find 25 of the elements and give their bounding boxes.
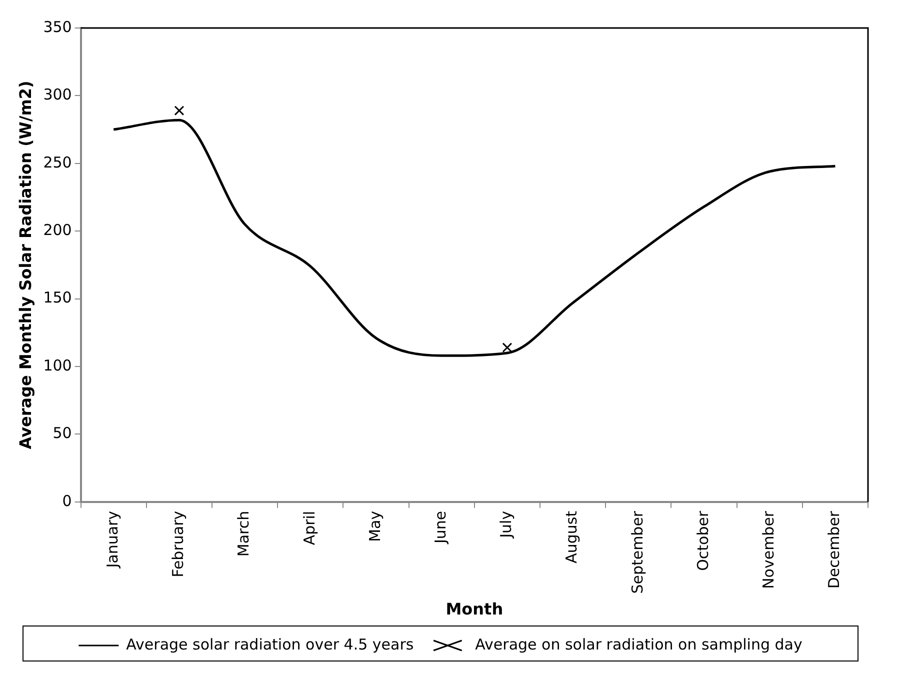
y-tick-label: 250 [43,153,72,172]
y-axis-title: Average Monthly Solar Radiation (W/m2) [16,80,35,450]
y-tick-label: 100 [43,356,72,374]
legend-label: Average solar radiation over 4.5 years [126,635,414,654]
y-tick-label: 50 [52,424,72,442]
x-axis-title: Month [446,600,504,619]
x-tick-label: September [628,510,646,594]
x-tick-label: June [432,510,450,545]
x-tick-label: May [366,510,384,542]
y-tick-label: 200 [43,220,72,239]
x-tick-label: December [825,510,844,589]
x-tick-label: October [694,510,712,571]
x-tick-label: April [300,510,318,546]
y-tick-label: 0 [62,492,72,510]
x-tick-label: January [104,510,122,569]
line-series [112,118,836,357]
x-tick-label: March [234,510,253,557]
legend-label: Average on solar radiation on sampling day [475,635,802,654]
y-tick-label: 350 [43,18,72,36]
y-tick-label: 150 [43,288,72,307]
x-tick-label: February [169,510,188,578]
y-tick-label: 300 [43,86,72,104]
x-tick-label: November [759,510,778,589]
x-tick-label: August [562,510,581,564]
x-tick-label: July [497,510,516,539]
